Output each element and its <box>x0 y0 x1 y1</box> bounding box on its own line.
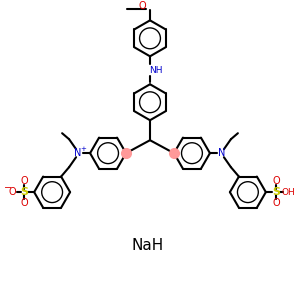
Text: N: N <box>218 148 226 158</box>
Text: S: S <box>272 187 280 197</box>
Text: −: − <box>4 183 12 193</box>
Text: S: S <box>20 187 28 197</box>
Text: O: O <box>272 198 280 208</box>
Text: +: + <box>80 146 86 152</box>
Text: OH: OH <box>282 188 296 196</box>
Text: NH: NH <box>149 66 163 75</box>
Text: O: O <box>20 198 28 208</box>
Text: NaH: NaH <box>132 238 164 253</box>
Text: N: N <box>74 148 82 158</box>
Text: O: O <box>138 2 146 11</box>
Text: O: O <box>20 176 28 186</box>
Text: O: O <box>8 187 16 197</box>
Text: O: O <box>272 176 280 186</box>
